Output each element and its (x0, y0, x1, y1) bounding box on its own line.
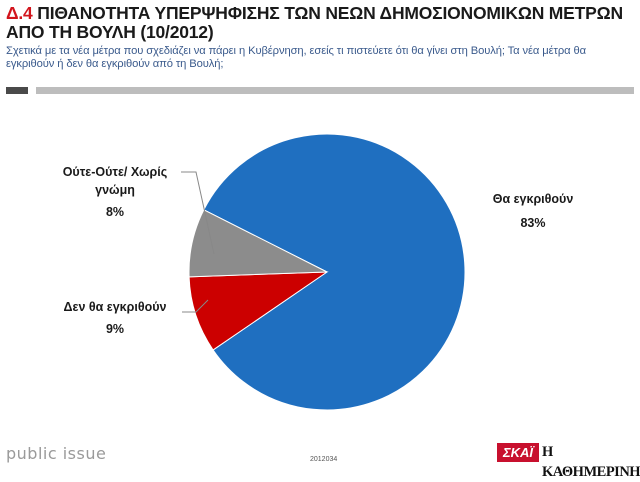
slice-label-approved: Θα εγκριθούν (493, 192, 574, 206)
pie-slices (188, 133, 466, 411)
slice-value-neutral: 8% (106, 205, 124, 219)
title-code: Δ.4 (6, 3, 33, 23)
header: Δ.4 ΠΙΘΑΝΟΤΗΤΑ ΥΠΕΡΨΗΦΙΣΗΣ ΤΩΝ ΝΕΩΝ ΔΗΜΟ… (6, 4, 634, 71)
leader-line-neutral (181, 171, 215, 255)
subtitle: Σχετικά με τα νέα μέτρα που σχεδιάζει να… (6, 45, 586, 70)
slice-value-not-approved: 9% (106, 322, 124, 336)
leader-line-not-approved (182, 299, 209, 313)
leader-lines (181, 171, 215, 313)
slice-label-neutral-line2: γνώμη (95, 183, 135, 197)
title-text: ΠΙΘΑΝΟΤΗΤΑ ΥΠΕΡΨΗΦΙΣΗΣ ΤΩΝ ΝΕΩΝ ΔΗΜΟΣΙΟΝ… (6, 3, 623, 42)
pie-chart: Θα εγκριθούν 83% Δεν θα εγκριθούν 9% Ούτ… (63, 133, 574, 411)
kathimerini-logo: Η ΚΑΘΗΜΕΡΙΝΗ (542, 444, 640, 480)
slice-label-not-approved: Δεν θα εγκριθούν (64, 300, 167, 314)
footer: public issue 2012034 ΣΚΑΪ Η ΚΑΘΗΜΕΡΙΝΗ (0, 440, 640, 480)
skai-logo: ΣΚΑΪ (497, 443, 539, 462)
divider-dark (6, 87, 28, 94)
survey-code: 2012034 (310, 456, 338, 463)
pie-slice-approved (203, 133, 466, 411)
brand-logo: public issue (6, 444, 107, 463)
divider-light (36, 87, 634, 94)
slice-label-neutral-line1: Ούτε-Ούτε/ Χωρίς (63, 165, 168, 179)
slice-value-approved: 83% (520, 216, 545, 230)
pie-slice-neutral (188, 209, 328, 278)
page-title: Δ.4 ΠΙΘΑΝΟΤΗΤΑ ΥΠΕΡΨΗΦΙΣΗΣ ΤΩΝ ΝΕΩΝ ΔΗΜΟ… (6, 4, 634, 42)
